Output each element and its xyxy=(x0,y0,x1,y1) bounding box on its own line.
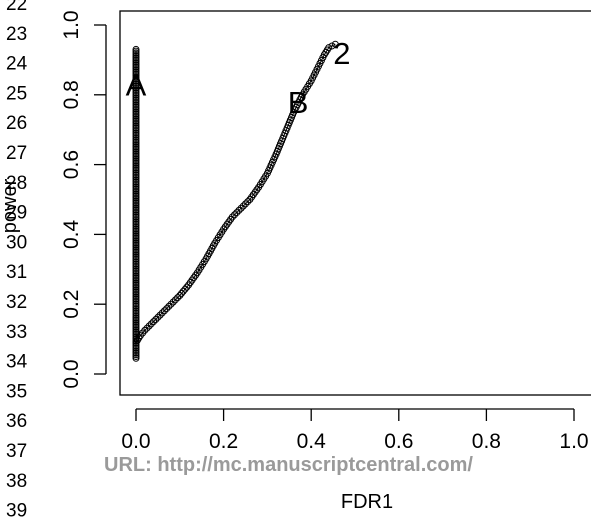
line-number: 25 xyxy=(6,83,27,104)
x-axis-title: FDR1 xyxy=(341,491,393,513)
watermark-url: URL: http://mc.manuscriptcentral.com/ xyxy=(104,454,473,476)
y-tick-label: 0.4 xyxy=(60,219,83,249)
line-number: 23 xyxy=(6,24,27,45)
line-number: 35 xyxy=(6,381,27,402)
data-point xyxy=(156,311,164,319)
data-point xyxy=(242,200,249,208)
data-point xyxy=(171,296,179,304)
line-number: 28 xyxy=(6,173,27,194)
line-number: 29 xyxy=(6,203,27,224)
line-number: 31 xyxy=(6,262,27,283)
data-point xyxy=(163,305,171,313)
line-number: 26 xyxy=(6,113,27,134)
series-points xyxy=(132,40,339,362)
x-tick-label: 0.4 xyxy=(297,430,327,453)
data-point xyxy=(145,322,153,330)
data-point xyxy=(239,202,247,210)
x-tick-label: 0.6 xyxy=(384,430,413,453)
x-tick-label: 0.8 xyxy=(472,430,501,453)
x-tick-label: 0.2 xyxy=(209,430,238,453)
line-number: 38 xyxy=(6,471,27,492)
data-point xyxy=(169,298,177,306)
data-point xyxy=(147,320,155,328)
y-tick-label: 1.0 xyxy=(60,10,83,39)
data-point xyxy=(150,318,158,326)
line-number: 36 xyxy=(6,411,27,432)
y-axis-title: power xyxy=(0,178,21,233)
annotation-2: 2 xyxy=(333,36,350,71)
x-tick-label: 1.0 xyxy=(559,430,588,453)
data-point xyxy=(331,40,339,48)
line-number: 22 xyxy=(6,0,27,15)
annotations: A B2 xyxy=(126,36,351,120)
line-number: 33 xyxy=(6,322,27,343)
line-number: 27 xyxy=(6,143,27,164)
data-point xyxy=(183,283,191,291)
line-number: 32 xyxy=(6,292,27,313)
data-point xyxy=(178,289,186,297)
data-point xyxy=(176,291,184,299)
data-point xyxy=(237,204,245,212)
data-point xyxy=(132,45,140,53)
data-point xyxy=(233,209,241,217)
line-number: 37 xyxy=(6,441,27,462)
line-numbers: 22 23 24 25 26 27 28 29 30 31 32 33 34 35 36 37 38 39 xyxy=(6,0,28,518)
data-point xyxy=(328,42,336,50)
data-point xyxy=(167,300,175,308)
y-tick-label: 0.0 xyxy=(60,359,83,388)
annotation-A: A xyxy=(126,67,147,102)
data-point xyxy=(158,309,166,317)
data-point xyxy=(325,44,333,52)
x-axis: 0.0 0.2 0.4 0.6 0.8 1.0 xyxy=(121,408,589,453)
line-number: 34 xyxy=(6,352,28,373)
data-point xyxy=(235,206,243,214)
plot-frame xyxy=(119,10,591,396)
data-point xyxy=(165,302,173,310)
y-tick-label: 0.6 xyxy=(60,150,83,179)
data-point xyxy=(143,324,151,332)
x-tick-label: 0.0 xyxy=(121,430,150,453)
data-point xyxy=(154,313,162,321)
line-number: 39 xyxy=(6,501,27,518)
line-number: 30 xyxy=(6,232,27,253)
data-point xyxy=(141,326,149,334)
annotation-B: B xyxy=(288,85,309,120)
data-point xyxy=(244,198,252,206)
data-point xyxy=(228,213,236,221)
data-point xyxy=(160,307,168,315)
y-tick-label: 0.8 xyxy=(60,80,83,109)
data-point xyxy=(179,287,187,295)
data-point xyxy=(152,315,160,323)
data-point xyxy=(181,285,189,293)
data-point xyxy=(174,294,182,302)
data-point xyxy=(231,211,239,219)
y-axis: 0.0 0.2 0.4 0.6 0.8 1.0 xyxy=(60,10,107,389)
y-tick-label: 0.2 xyxy=(60,290,83,319)
line-number: 24 xyxy=(6,54,28,75)
